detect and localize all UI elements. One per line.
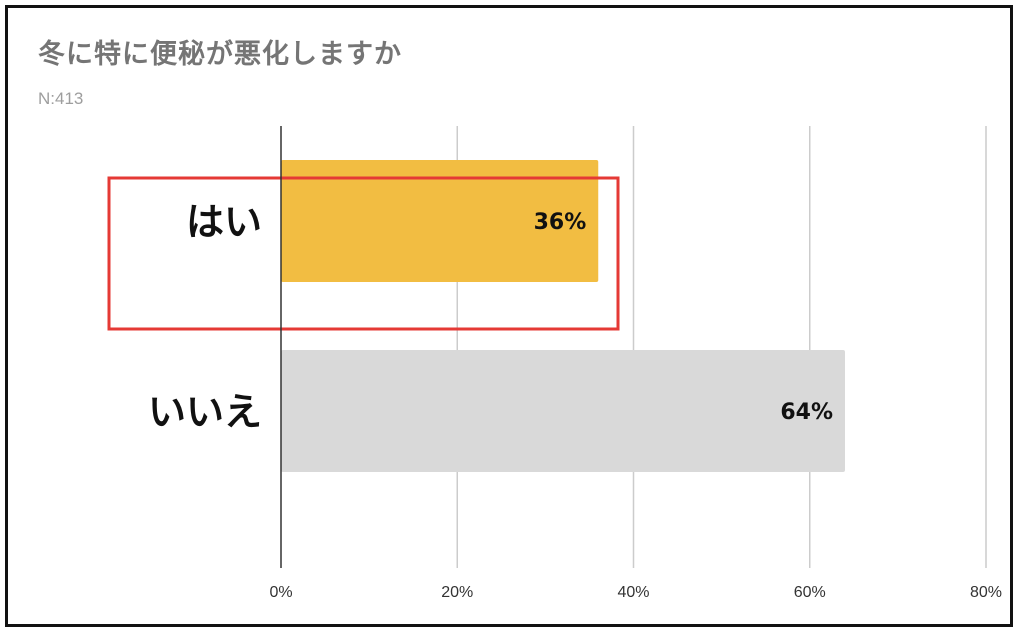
data-label: 64% — [780, 400, 833, 425]
bar — [281, 350, 845, 472]
category-label: はい — [186, 200, 262, 244]
chart-title: 冬に特に便秘が悪化しますか — [38, 39, 402, 70]
x-tick-label: 80% — [970, 584, 1002, 601]
x-tick-label: 20% — [441, 584, 473, 601]
category-label: いいえ — [148, 390, 262, 434]
bar — [281, 160, 599, 282]
x-tick-label: 40% — [617, 584, 649, 601]
x-tick-label: 60% — [794, 584, 826, 601]
x-tick-label: 0% — [269, 584, 292, 601]
data-label: 36% — [534, 210, 587, 235]
chart-subtitle: N:413 — [38, 89, 84, 108]
chart-frame — [5, 5, 1013, 627]
highlight-box — [107, 176, 620, 331]
